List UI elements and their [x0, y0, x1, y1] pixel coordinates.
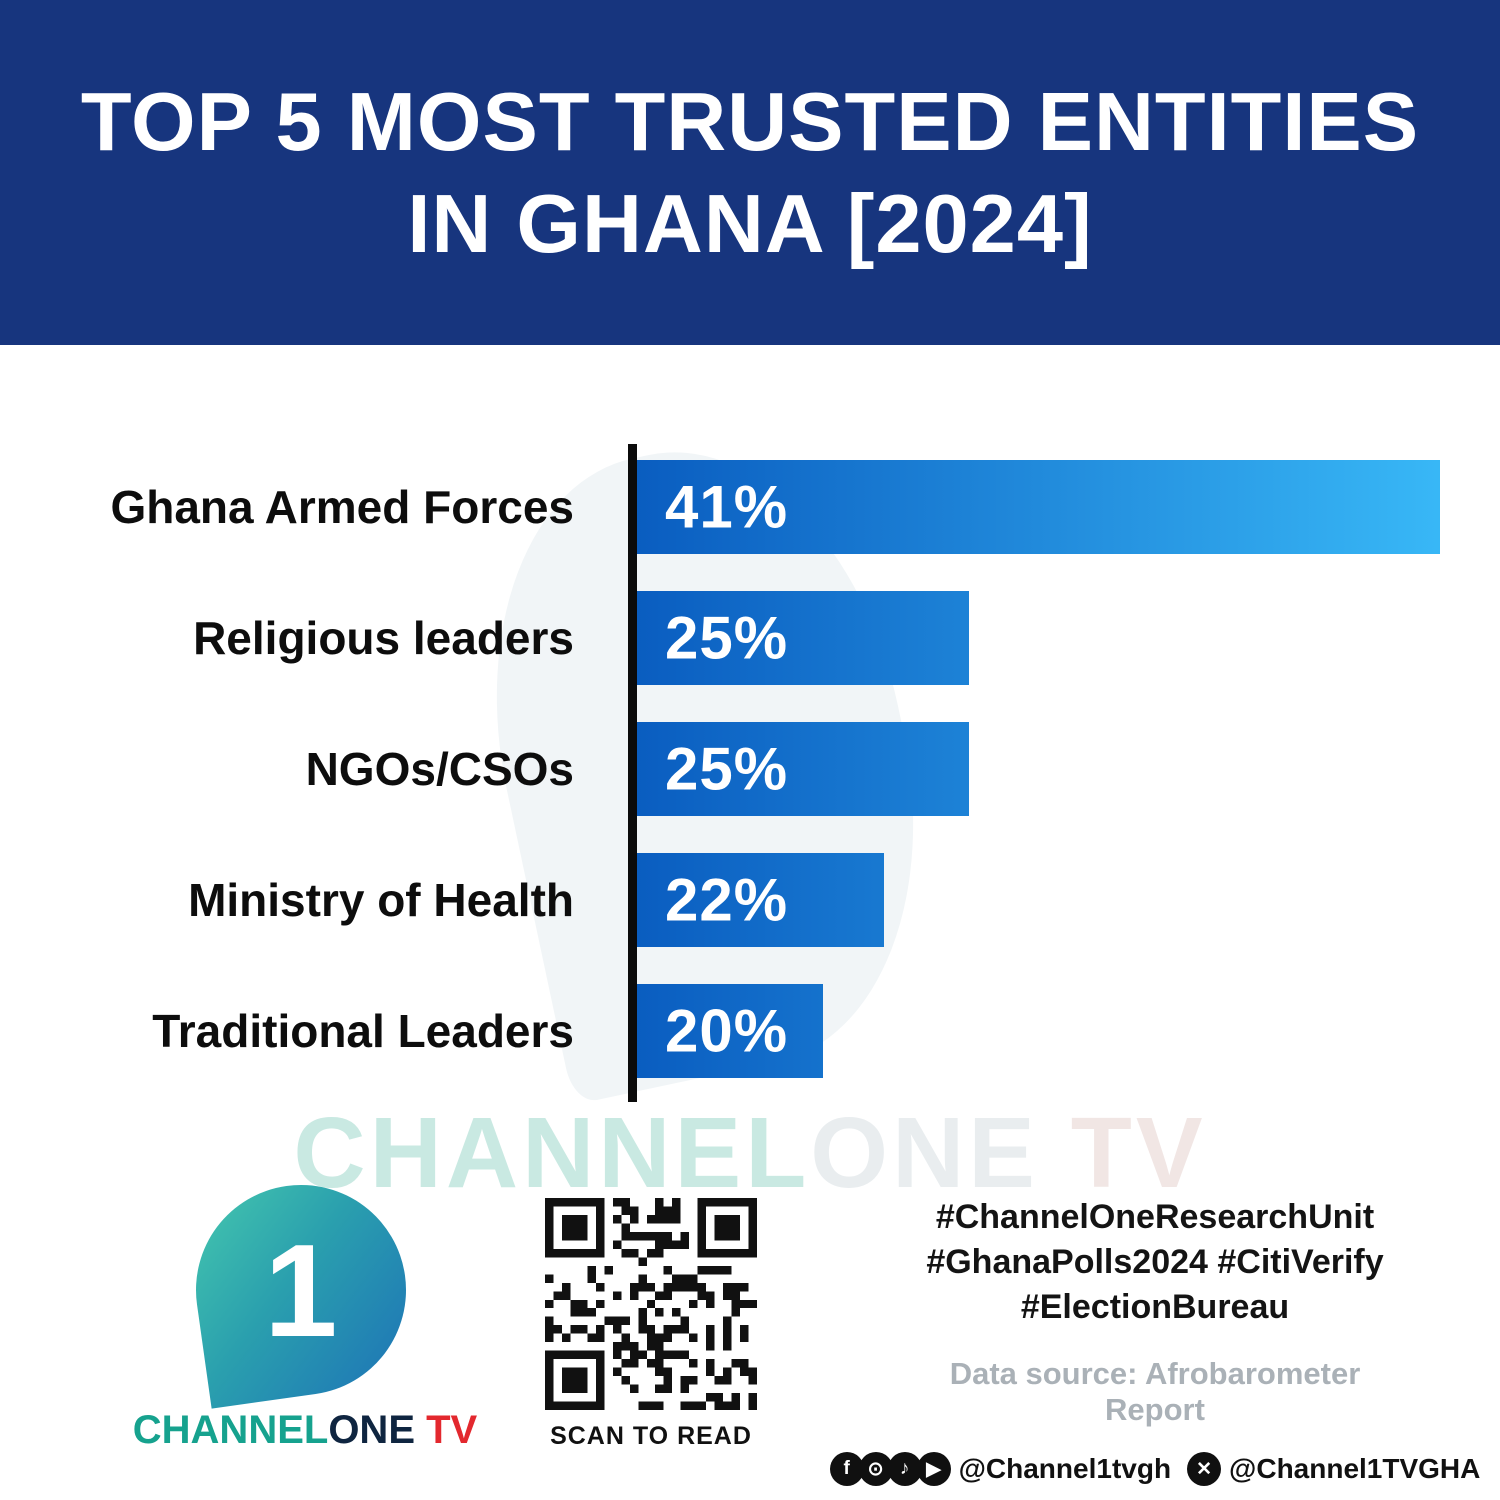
bar: 22% [637, 853, 884, 947]
bar-track: 41% [637, 460, 1440, 554]
value-label: 22% [665, 866, 789, 934]
chart-row: NGOs/CSOs 25% [0, 722, 1500, 816]
chart-rows: Ghana Armed Forces 41% Religious leaders 25… [0, 450, 1500, 1095]
value-label: 41% [665, 473, 789, 541]
value-label: 20% [665, 997, 789, 1065]
hashtag-line-1: #ChannelOneResearchUnit [935, 1198, 1375, 1236]
page-title-line2: IN GHANA [2024] [407, 176, 1093, 270]
value-label: 25% [665, 604, 789, 672]
watermark-channel: CHANNEL [293, 1097, 811, 1209]
tiktok-icon: ♪ [887, 1452, 922, 1486]
youtube-icon: ▶ [916, 1452, 951, 1486]
category-label: Religious leaders [193, 612, 574, 664]
watermark-one: ONE [810, 1097, 1039, 1209]
bar: 25% [637, 722, 970, 816]
chart-row: Ministry of Health 22% [0, 853, 1500, 947]
category-label: Traditional Leaders [152, 1005, 574, 1057]
qr-caption: SCAN TO READ [550, 1422, 752, 1450]
website-url: www.channel1news.com [905, 1498, 1405, 1500]
social-row: f ⊙ ♪ ▶ @Channel1tvgh ✕ @Channel1TVGHA [829, 1452, 1480, 1486]
bar-track: 20% [637, 984, 1440, 1078]
logo-numeral: 1 [264, 1216, 338, 1364]
page-title: TOP 5 MOST TRUSTED ENTITIES IN GHANA [20… [81, 71, 1419, 274]
category-label: Ministry of Health [188, 874, 574, 926]
hashtag-line-3: #ElectionBureau [1020, 1288, 1290, 1326]
chart-row: Religious leaders 25% [0, 591, 1500, 685]
header-banner: TOP 5 MOST TRUSTED ENTITIES IN GHANA [20… [0, 0, 1500, 345]
page-title-line1: TOP 5 MOST TRUSTED ENTITIES [80, 75, 1420, 169]
x-icon: ✕ [1187, 1452, 1222, 1486]
facebook-icon: f [829, 1452, 864, 1486]
qr-code [545, 1198, 757, 1410]
channel-one-watermark: CHANNELONE TV [0, 1096, 1500, 1211]
chart-row: Ghana Armed Forces 41% [0, 460, 1500, 554]
logo-word-channel: CHANNEL [132, 1408, 329, 1452]
bar-track: 25% [637, 591, 1440, 685]
logo-wordmark: CHANNELONE TV [120, 1408, 490, 1453]
watermark-tv: TV [1039, 1097, 1207, 1209]
bar: 41% [637, 460, 1440, 554]
social-handle-x: @Channel1TVGHA [1229, 1453, 1481, 1484]
chart-row: Traditional Leaders 20% [0, 984, 1500, 1078]
logo-word-tv: TV [415, 1408, 478, 1452]
hashtag-line-2: #GhanaPolls2024 #CitiVerify [926, 1243, 1384, 1281]
bar: 25% [637, 591, 970, 685]
bar-track: 25% [637, 722, 1440, 816]
logo-word-one: ONE [328, 1408, 415, 1452]
social-handle-main: @Channel1tvgh [958, 1453, 1172, 1484]
bar-track: 22% [637, 853, 1440, 947]
footer-right-column: #ChannelOneResearchUnit #GhanaPolls2024 … [829, 1195, 1480, 1500]
bar: 20% [637, 984, 824, 1078]
category-label: NGOs/CSOs [305, 743, 574, 795]
chart-axis-line [628, 444, 637, 1102]
qr-code-image [545, 1198, 757, 1410]
value-label: 25% [665, 735, 789, 803]
category-label: Ghana Armed Forces [110, 481, 574, 533]
data-source-text: Data source: Afrobarometer Report [949, 1356, 1361, 1427]
instagram-icon: ⊙ [858, 1452, 893, 1486]
bar-chart: Ghana Armed Forces 41% Religious leaders 25… [0, 415, 1500, 1105]
